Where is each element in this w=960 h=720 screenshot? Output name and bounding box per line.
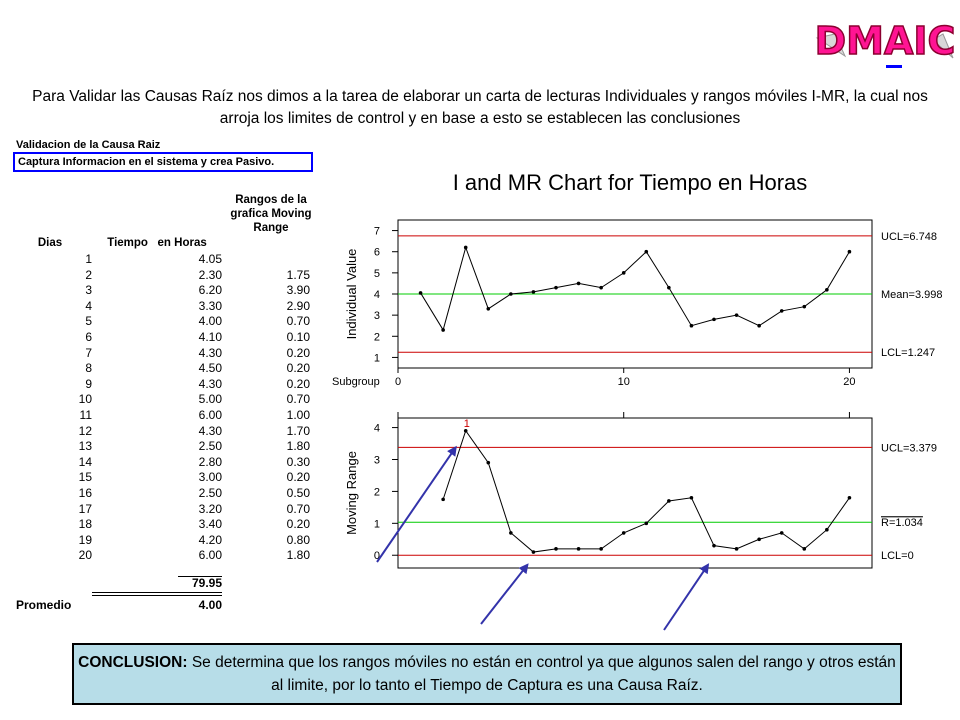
dias-cell: 4 bbox=[85, 298, 92, 313]
dias-cell: 17 bbox=[78, 501, 92, 516]
tiempo-cell: 3.00 bbox=[198, 470, 222, 485]
rangos-cell: 0.80 bbox=[286, 532, 310, 547]
dmaic-logo: DMAIC bbox=[815, 18, 955, 68]
conclusion-text: Se determina que los rangos móviles no e… bbox=[187, 654, 896, 694]
header-dias: Dias bbox=[37, 237, 63, 249]
double-line bbox=[92, 592, 222, 596]
dias-cell: 7 bbox=[85, 345, 92, 360]
rangos-cell: 0.20 bbox=[286, 470, 310, 485]
tiempo-cell: 4.10 bbox=[198, 330, 222, 344]
conclusion-label: CONCLUSION: bbox=[78, 654, 188, 671]
dias-cell: 6 bbox=[85, 330, 92, 344]
tiempo-cell: 3.30 bbox=[198, 298, 222, 313]
header-tiempo: Tiempo en Horas bbox=[107, 237, 207, 249]
tiempo-cell: 4.00 bbox=[198, 314, 222, 329]
total-value: 79.95 bbox=[191, 576, 222, 590]
dias-cell: 20 bbox=[78, 548, 92, 563]
validation-title: Validacion de la Causa Raiz bbox=[16, 139, 161, 151]
rangos-cell: 0.30 bbox=[286, 454, 310, 469]
dias-cell: 13 bbox=[78, 439, 92, 454]
rangos-cell: 3.90 bbox=[286, 283, 310, 298]
rangos-cell: 2.90 bbox=[286, 298, 310, 313]
tiempo-cell: 6.00 bbox=[198, 548, 222, 563]
tiempo-cell: 4.05 bbox=[198, 252, 222, 266]
sum-line bbox=[178, 576, 222, 577]
rangos-cell: 0.20 bbox=[286, 345, 310, 360]
dias-cell: 14 bbox=[78, 454, 92, 469]
logo-text: DMAIC bbox=[815, 19, 955, 63]
rangos-cell: 1.75 bbox=[286, 267, 310, 282]
dias-cell: 15 bbox=[78, 470, 92, 485]
rangos-cell: 1.80 bbox=[286, 548, 310, 563]
tiempo-cell: 3.40 bbox=[198, 517, 222, 532]
dias-cell: 5 bbox=[85, 314, 92, 329]
dias-cell: 12 bbox=[78, 423, 92, 438]
dias-cell: 11 bbox=[79, 408, 92, 422]
dias-cell: 19 bbox=[78, 532, 92, 547]
rangos-cell: 0.20 bbox=[286, 517, 310, 532]
tiempo-cell: 4.30 bbox=[198, 423, 222, 438]
tiempo-cell: 2.50 bbox=[198, 439, 222, 454]
intro-text: Para Validar las Causas Raíz nos dimos a… bbox=[32, 88, 928, 127]
tiempo-cell: 4.50 bbox=[198, 361, 222, 376]
tiempo-cell: 4.30 bbox=[198, 376, 222, 391]
dias-cell: 3 bbox=[85, 283, 92, 298]
rangos-cell: 1.00 bbox=[286, 408, 310, 422]
dias-cell: 9 bbox=[85, 376, 92, 391]
rangos-cell: 0.70 bbox=[286, 501, 310, 516]
rangos-cell: 0.70 bbox=[286, 392, 310, 407]
tiempo-cell: 5.00 bbox=[198, 392, 222, 407]
tiempo-cell: 2.50 bbox=[198, 486, 222, 500]
rangos-cell: 0.50 bbox=[286, 486, 310, 500]
tiempo-cell: 2.80 bbox=[198, 454, 222, 469]
tiempo-cell: 2.30 bbox=[198, 267, 222, 282]
dias-cell: 2 bbox=[85, 267, 92, 282]
dias-cell: 16 bbox=[78, 486, 92, 500]
tiempo-cell: 6.00 bbox=[198, 408, 222, 422]
dias-cell: 1 bbox=[85, 252, 92, 266]
tiempo-cell: 4.20 bbox=[198, 532, 222, 547]
rangos-cell: 1.80 bbox=[286, 439, 310, 454]
dias-cell: 10 bbox=[78, 392, 92, 407]
validation-box: Captura Informacion en el sistema y crea… bbox=[13, 152, 313, 172]
rangos-cell: 0.20 bbox=[286, 376, 310, 391]
tiempo-cell: 6.20 bbox=[198, 283, 222, 298]
header-rangos: Rangos de la grafica Moving Range bbox=[230, 194, 312, 234]
rangos-cell: 0.70 bbox=[286, 314, 310, 329]
tiempo-cell: 3.20 bbox=[198, 501, 222, 516]
tiempo-cell: 4.30 bbox=[198, 345, 222, 360]
rangos-cell: 0.10 bbox=[286, 330, 310, 344]
conclusion-box: CONCLUSION: Se determina que los rangos … bbox=[72, 643, 902, 705]
promedio-label: Promedio bbox=[16, 598, 72, 612]
promedio-value: 4.00 bbox=[198, 598, 222, 612]
dias-cell: 8 bbox=[85, 361, 92, 376]
dias-cell: 18 bbox=[78, 517, 92, 532]
rangos-cell: 0.20 bbox=[286, 361, 310, 376]
rangos-cell: 1.70 bbox=[286, 423, 310, 438]
